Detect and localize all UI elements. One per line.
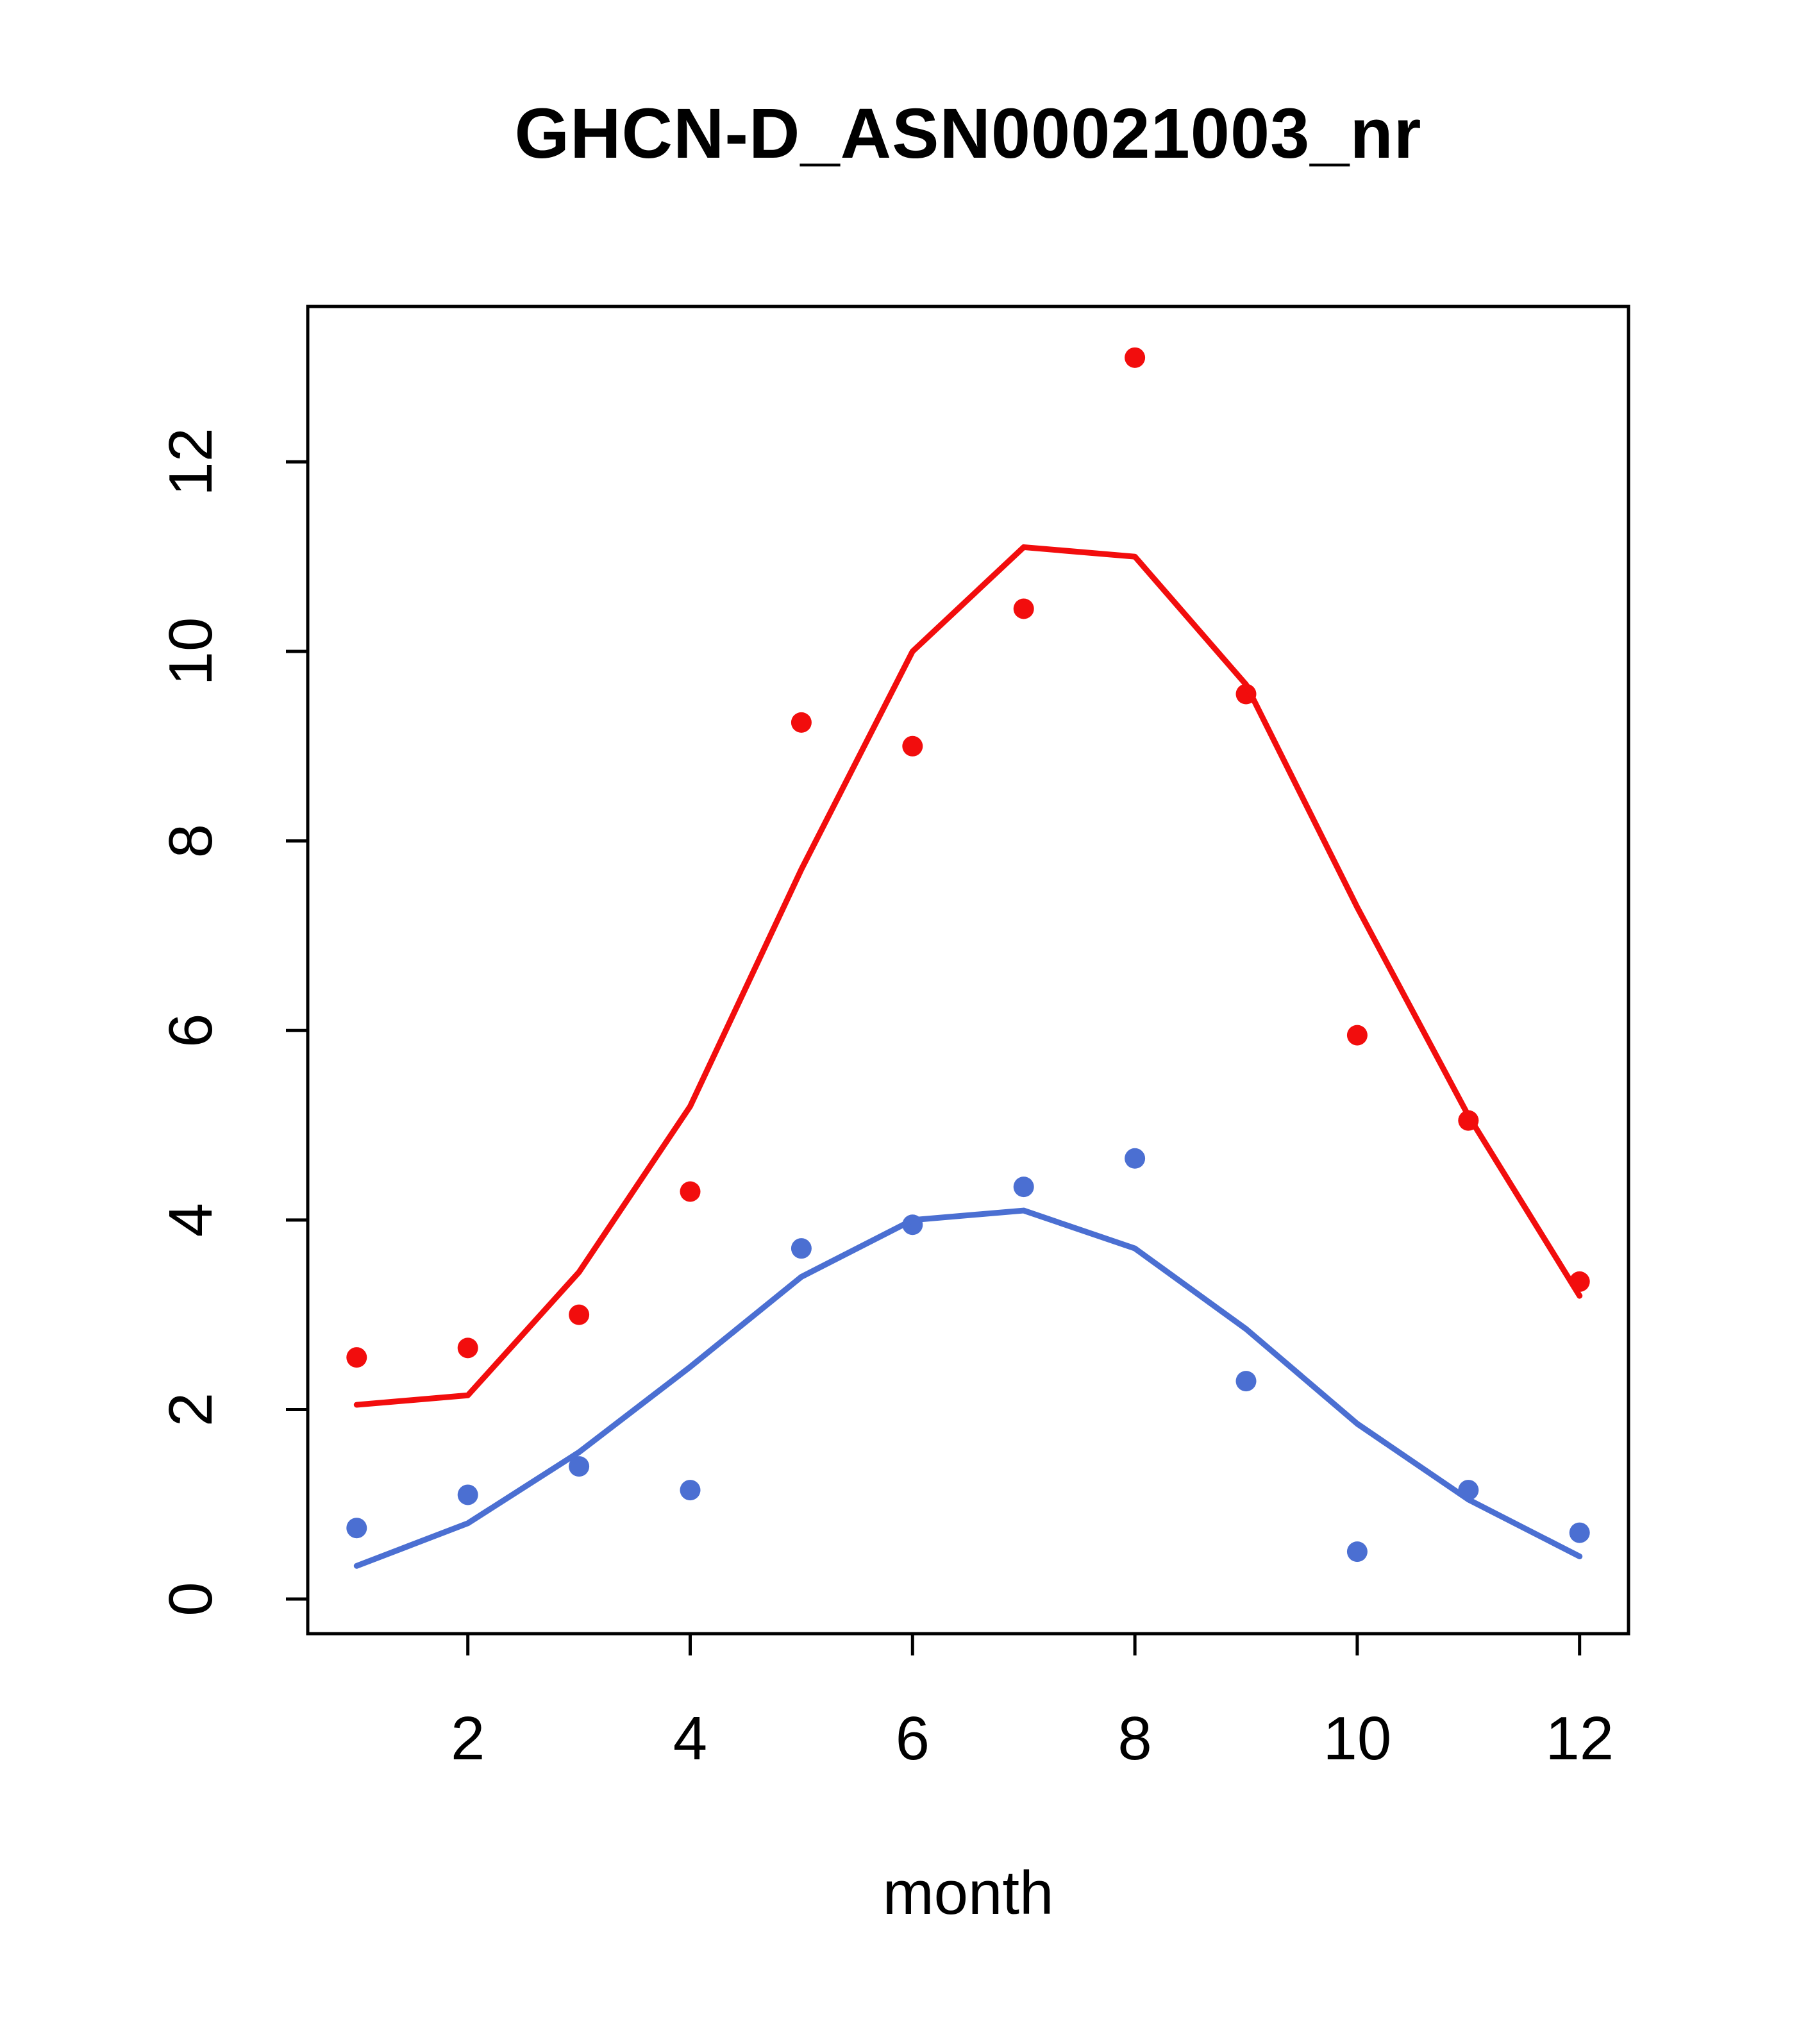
- series1-points-point: [902, 735, 923, 757]
- series1-points-point: [1125, 347, 1146, 368]
- x-tick-label: 10: [1323, 1704, 1392, 1773]
- x-tick-label: 8: [1118, 1704, 1151, 1773]
- series1-points-point: [346, 1347, 367, 1368]
- series2-points-point: [1125, 1148, 1146, 1169]
- series2-points-point: [346, 1518, 367, 1539]
- chart-title: GHCN-D_ASN00021003_nr: [514, 94, 1422, 173]
- series1-points-point: [1346, 1025, 1368, 1046]
- x-tick-label: 4: [673, 1704, 707, 1773]
- series2-points-point: [680, 1480, 701, 1501]
- series2-smooth-line: [353, 1207, 1583, 1569]
- series2-points-point: [1346, 1541, 1368, 1562]
- series2-points-point: [1235, 1371, 1257, 1392]
- series2-points-point: [791, 1238, 812, 1259]
- x-tick-label: 6: [896, 1704, 930, 1773]
- y-tick-label: 8: [156, 824, 225, 858]
- series1-points-point: [457, 1337, 478, 1359]
- x-tick-label: 12: [1545, 1704, 1614, 1773]
- plot-border: [306, 305, 1630, 1636]
- series1-points-point: [1013, 598, 1034, 619]
- series1-points-point: [569, 1304, 590, 1325]
- y-tick-label: 10: [156, 617, 225, 686]
- series1-points-point: [791, 712, 812, 733]
- y-tick-label: 4: [156, 1203, 225, 1237]
- series2-points-point: [1013, 1177, 1034, 1198]
- series2-points-point: [457, 1484, 478, 1505]
- series1-smooth-line: [353, 544, 1583, 1408]
- y-tick-label: 6: [156, 1014, 225, 1048]
- y-tick-label: 2: [156, 1393, 225, 1427]
- y-tick-label: 0: [156, 1582, 225, 1616]
- series2-points-point: [1569, 1522, 1590, 1543]
- series2-points-point: [569, 1456, 590, 1477]
- y-tick-label: 12: [156, 428, 225, 496]
- series1-points-point: [680, 1181, 701, 1202]
- x-tick-label: 2: [451, 1704, 485, 1773]
- x-axis-label: month: [882, 1859, 1054, 1927]
